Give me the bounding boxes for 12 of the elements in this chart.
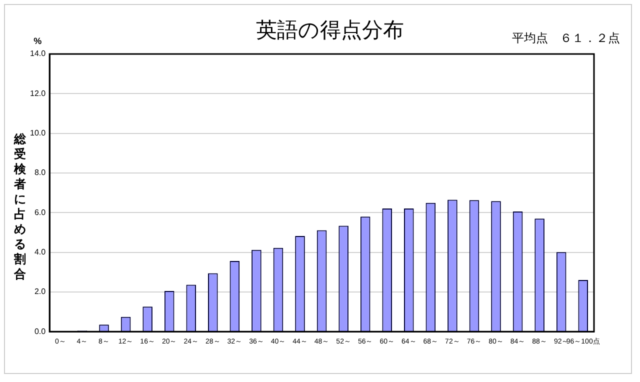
y-tick-label: 10.0 — [30, 128, 46, 138]
y-tick-label: 2.0 — [34, 287, 46, 296]
text: 総受検者に占める割合 — [14, 132, 26, 281]
chart-title: 英語の得点分布 — [255, 18, 405, 44]
y-tick-label: 0.0 — [34, 326, 46, 336]
y-tick-label: 8.0 — [34, 168, 46, 178]
y-tick-label: 14.0 — [30, 49, 46, 58]
text: % — [34, 36, 42, 46]
y-tick-label: 6.0 — [34, 208, 46, 217]
y-tick-label: 12.0 — [30, 88, 46, 98]
y-tick-label: 4.0 — [34, 247, 46, 256]
chart-subtitle: 平均点 ６１．２点 — [511, 30, 620, 47]
